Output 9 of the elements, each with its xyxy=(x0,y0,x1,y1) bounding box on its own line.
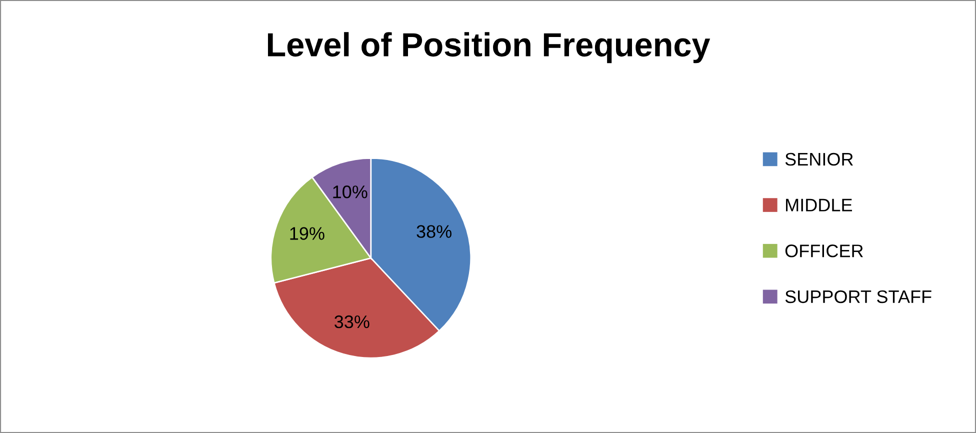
data-label: 19% xyxy=(290,227,324,240)
legend-label: OFFICER xyxy=(785,244,863,258)
chart-title: Level of Position Frequency xyxy=(268,32,710,64)
data-label: 38% xyxy=(416,225,452,238)
legend-label: SUPPORT STAFF xyxy=(785,290,932,304)
legend-label: MIDDLE xyxy=(786,198,852,212)
data-label: 10% xyxy=(333,186,368,198)
data-label: 33% xyxy=(334,315,370,328)
legend-label: SENIOR xyxy=(785,152,853,166)
